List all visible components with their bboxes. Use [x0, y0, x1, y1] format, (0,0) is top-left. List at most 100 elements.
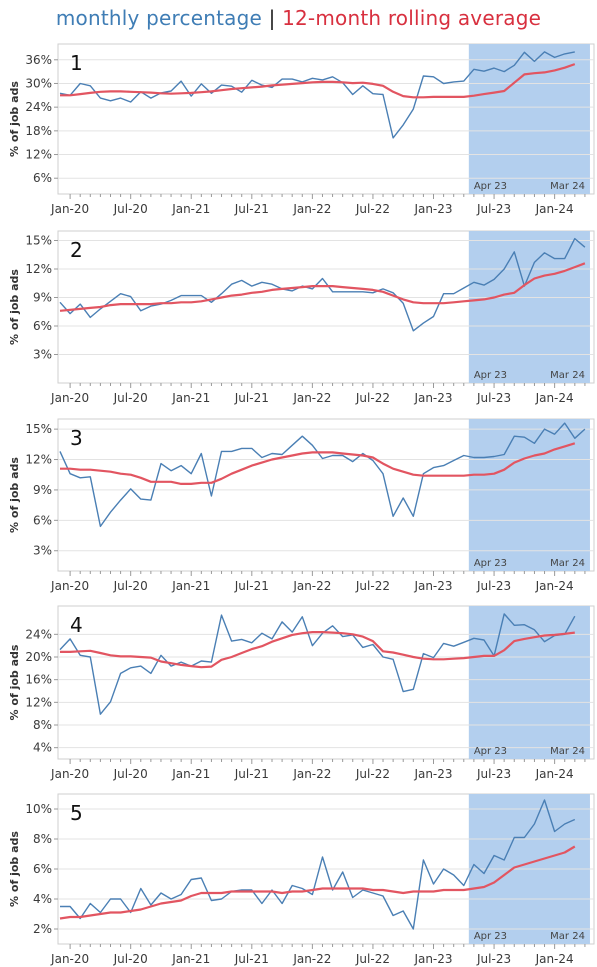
highlight-end-label: Mar 24 [550, 746, 585, 757]
x-tick-label: Jan-23 [413, 767, 452, 781]
panel-3: 3% 6% 9% 12% 15% % of job ads Jan-20 Jul-20 Jan-… [8, 418, 595, 593]
x-tick-label: Jan-20 [50, 952, 89, 966]
y-tick-label: 18% [25, 124, 52, 138]
panel-4: 4% 8% 12% 16% 20% 24% % of job ads Jan-20 Jul-20… [8, 605, 595, 781]
panel-5: 2% 4% 6% 8% 10% % of job ads Jan-20 Jul-20 Jan-2… [8, 793, 595, 966]
y-axis-label: % of job ads [8, 269, 21, 345]
y-tick-label: 36% [25, 53, 52, 67]
x-tick-label: Jan-21 [171, 579, 210, 593]
x-tick-label: Jan-23 [413, 391, 452, 405]
y-tick-label: 4% [33, 741, 52, 755]
x-tick-label: Jan-23 [413, 952, 452, 966]
y-tick-label: 24% [25, 627, 52, 641]
x-tick-label: Jan-24 [535, 391, 574, 405]
x-tick-label: Jan-22 [292, 391, 331, 405]
y-tick-label: 12% [25, 695, 52, 709]
x-tick-label: Jul-20 [113, 579, 148, 593]
x-tick-label: Jul-23 [476, 952, 511, 966]
x-tick-label: Jan-21 [171, 202, 210, 216]
highlight-end-label: Mar 24 [550, 931, 585, 942]
highlight-band [468, 44, 590, 194]
x-tick-label: Jan-24 [535, 202, 574, 216]
x-tick-label: Jul-23 [476, 202, 511, 216]
y-tick-label: 10% [25, 802, 52, 816]
series-line-monthly [59, 237, 586, 332]
panel-number: 2 [70, 238, 83, 262]
y-tick-label: 3% [33, 348, 52, 362]
y-tick-label: 6% [33, 862, 52, 876]
series-line-monthly [59, 613, 576, 715]
x-tick-label: Jan-24 [535, 579, 574, 593]
x-tick-label: Jan-20 [50, 579, 89, 593]
y-tick-label: 4% [33, 892, 52, 906]
panel-number: 4 [70, 613, 83, 637]
y-tick-label: 6% [33, 319, 52, 333]
y-axis-label: % of job ads [8, 831, 21, 907]
y-tick-label: 9% [33, 291, 52, 305]
y-tick-label: 6% [33, 513, 52, 527]
x-tick-label: Jul-23 [476, 391, 511, 405]
x-tick-label: Jan-22 [292, 202, 331, 216]
panel-number: 1 [70, 51, 83, 75]
y-tick-label: 30% [25, 76, 52, 90]
legend-separator: | [268, 6, 276, 30]
x-tick-label: Jul-22 [355, 202, 390, 216]
x-tick-label: Jan-20 [50, 391, 89, 405]
y-tick-label: 20% [25, 650, 52, 664]
series-line-monthly [59, 422, 586, 528]
x-tick-label: Jul-22 [355, 391, 390, 405]
series-line-monthly [60, 799, 576, 930]
x-tick-label: Jan-21 [171, 767, 210, 781]
panel-2: 3% 6% 9% 12% 15% % of job ads Jan-20 Jul-20 Jan-… [8, 230, 595, 405]
x-tick-label: Jul-22 [355, 579, 390, 593]
y-tick-label: 15% [25, 422, 52, 436]
chart-legend-header: monthly percentage | 12-month rolling av… [0, 6, 597, 30]
x-tick-label: Jan-22 [292, 767, 331, 781]
series-line-monthly [59, 51, 575, 139]
y-tick-label: 6% [33, 171, 52, 185]
highlight-start-label: Apr 23 [474, 746, 507, 757]
x-tick-label: Jan-23 [413, 202, 452, 216]
x-tick-label: Jul-20 [113, 767, 148, 781]
series-line-rolling [60, 442, 576, 485]
y-tick-label: 24% [25, 100, 52, 114]
x-tick-label: Jul-23 [476, 767, 511, 781]
panel-1: 6% 12% 18% 24% 30% 36% % of job ads Jan-20 Jul-2… [8, 43, 595, 216]
x-tick-label: Jan-21 [171, 391, 210, 405]
x-tick-label: Jul-21 [234, 202, 269, 216]
highlight-start-label: Apr 23 [474, 558, 507, 569]
series-line-rolling [59, 262, 586, 312]
x-tick-label: Jul-22 [355, 952, 390, 966]
highlight-end-label: Mar 24 [550, 558, 585, 569]
highlight-start-label: Apr 23 [474, 181, 507, 192]
x-tick-label: Jul-20 [113, 391, 148, 405]
y-tick-label: 2% [33, 922, 52, 936]
x-tick-label: Jan-22 [292, 579, 331, 593]
x-tick-label: Jul-22 [355, 767, 390, 781]
y-tick-label: 3% [33, 544, 52, 558]
x-tick-label: Jul-21 [234, 952, 269, 966]
y-axis-label: % of job ads [8, 81, 21, 157]
y-tick-label: 8% [33, 718, 52, 732]
x-tick-label: Jul-20 [113, 952, 148, 966]
x-tick-label: Jul-21 [234, 391, 269, 405]
y-tick-label: 8% [33, 832, 52, 846]
y-tick-label: 9% [33, 483, 52, 497]
legend-monthly-label: monthly percentage [55, 6, 262, 30]
highlight-end-label: Mar 24 [550, 181, 585, 192]
x-tick-label: Jan-21 [171, 952, 210, 966]
x-tick-label: Jan-24 [535, 952, 574, 966]
panel-number: 3 [70, 426, 83, 450]
series-line-rolling [60, 63, 576, 99]
x-tick-label: Jan-22 [292, 952, 331, 966]
y-tick-label: 16% [25, 673, 52, 687]
legend-rolling-label: 12-month rolling average [282, 6, 542, 30]
x-tick-label: Jul-20 [113, 202, 148, 216]
x-tick-label: Jul-23 [476, 579, 511, 593]
x-tick-label: Jul-21 [234, 767, 269, 781]
panel-number: 5 [70, 801, 83, 825]
x-tick-label: Jan-23 [413, 579, 452, 593]
x-tick-label: Jan-24 [535, 767, 574, 781]
y-tick-label: 15% [25, 234, 52, 248]
